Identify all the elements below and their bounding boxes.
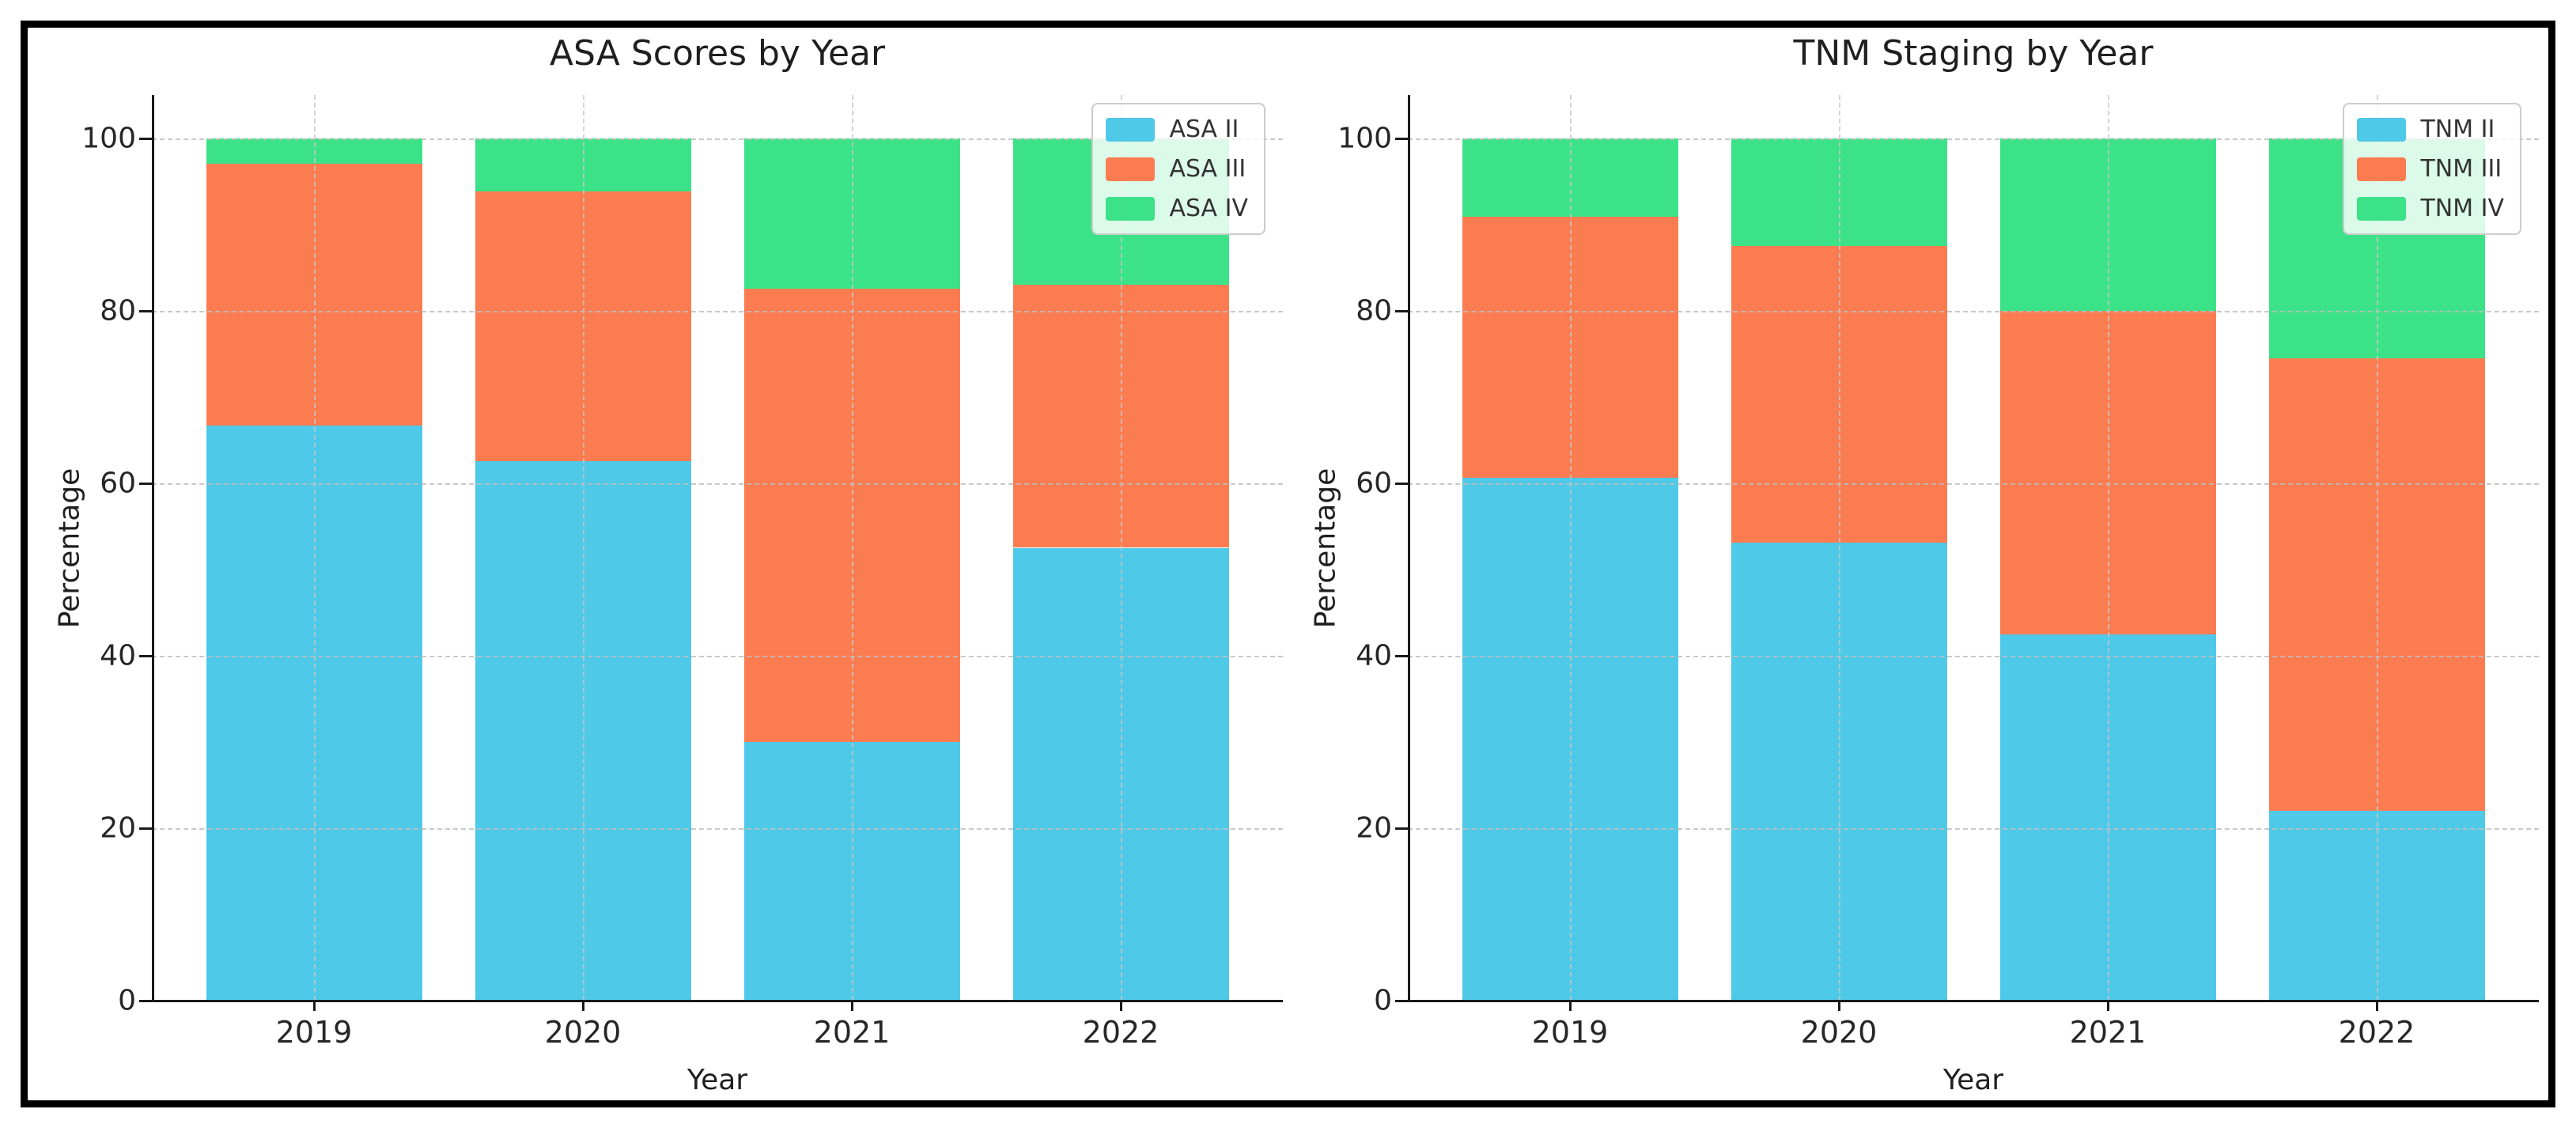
x-tick-label: 2022	[1082, 1015, 1159, 1050]
chart-title: TNM Staging by Year	[1793, 33, 2154, 74]
v-gridline	[2377, 95, 2378, 1001]
y-axis-spine	[1408, 95, 1410, 1002]
chart-title: ASA Scores by Year	[549, 33, 886, 74]
x-tick-mark	[1120, 1001, 1122, 1011]
y-tick-label: 40	[100, 639, 136, 672]
legend-label: ASA III	[1169, 155, 1246, 183]
h-gridline	[152, 138, 1283, 140]
v-gridline	[2108, 95, 2109, 1001]
x-tick-mark	[2376, 1001, 2378, 1011]
legend-label: TNM IV	[2420, 195, 2504, 222]
y-tick-mark	[139, 827, 152, 830]
y-tick-label: 20	[1356, 812, 1392, 845]
x-tick-mark	[2107, 1001, 2109, 1011]
h-gridline	[1408, 310, 2539, 312]
y-tick-label: 40	[1356, 639, 1392, 672]
green-swatch-icon	[1106, 196, 1156, 221]
y-tick-label: 0	[1374, 984, 1392, 1017]
legend-item: ASA IV	[1106, 195, 1248, 222]
x-tick-label: 2020	[1800, 1015, 1878, 1050]
green-swatch-icon	[2357, 196, 2407, 221]
x-tick-mark	[851, 1001, 853, 1011]
legend-label: TNM III	[2420, 155, 2502, 183]
legend-item: ASA III	[1106, 155, 1248, 183]
y-tick-label: 80	[1356, 294, 1392, 327]
blue-swatch-icon	[1106, 117, 1156, 142]
h-gridline	[1408, 138, 2539, 140]
x-tick-label: 2022	[2338, 1015, 2415, 1050]
y-tick-label: 0	[118, 984, 136, 1017]
legend-label: ASA II	[1169, 115, 1239, 143]
y-tick-mark	[1395, 1000, 1408, 1002]
x-tick-mark	[313, 1001, 316, 1011]
x-axis-label: Year	[1942, 1064, 2004, 1096]
y-tick-mark	[139, 137, 152, 140]
y-tick-mark	[139, 654, 152, 657]
y-tick-mark	[1395, 827, 1408, 830]
h-gridline	[152, 310, 1283, 312]
x-tick-mark	[1838, 1001, 1840, 1011]
x-tick-mark	[1569, 1001, 1572, 1011]
x-tick-label: 2020	[544, 1015, 622, 1050]
y-tick-label: 60	[1356, 467, 1392, 500]
y-tick-mark	[139, 1000, 152, 1002]
y-tick-label: 80	[100, 294, 136, 327]
x-tick-mark	[582, 1001, 584, 1011]
h-gridline	[152, 655, 1283, 657]
h-gridline	[1408, 655, 2539, 657]
legend-item: TNM III	[2357, 155, 2504, 183]
y-tick-mark	[139, 309, 152, 312]
y-tick-label: 60	[100, 467, 136, 500]
blue-swatch-icon	[2357, 117, 2407, 142]
y-tick-mark	[139, 482, 152, 485]
y-tick-mark	[1395, 137, 1408, 140]
x-tick-label: 2019	[275, 1015, 353, 1050]
h-gridline	[1408, 483, 2539, 485]
h-gridline	[1408, 827, 2539, 830]
x-tick-label: 2021	[813, 1015, 891, 1050]
plot-area: ASA II ASA III ASA IV	[152, 95, 1283, 1001]
legend-label: ASA IV	[1169, 195, 1248, 222]
v-gridline	[314, 95, 316, 1001]
plot-area: TNM II TNM III TNM IV	[1408, 95, 2539, 1001]
legend-item: TNM II	[2357, 115, 2504, 143]
x-tick-label: 2021	[2069, 1015, 2147, 1050]
legend-label: TNM II	[2420, 115, 2495, 143]
h-gridline	[152, 483, 1283, 485]
x-axis-spine	[152, 1000, 1283, 1002]
y-tick-label: 20	[100, 812, 136, 845]
v-gridline	[852, 95, 853, 1001]
x-tick-label: 2019	[1531, 1015, 1609, 1050]
v-gridline	[1570, 95, 1572, 1001]
y-tick-mark	[1395, 482, 1408, 485]
v-gridline	[1121, 95, 1122, 1001]
y-tick-label: 100	[81, 122, 136, 155]
y-tick-label: 100	[1337, 122, 1392, 155]
y-axis-spine	[152, 95, 154, 1002]
legend-item: ASA II	[1106, 115, 1248, 143]
y-tick-mark	[1395, 654, 1408, 657]
legend: TNM II TNM III TNM IV	[2343, 103, 2521, 235]
orange-swatch-icon	[1106, 157, 1156, 181]
y-tick-mark	[1395, 309, 1408, 312]
legend: ASA II ASA III ASA IV	[1091, 103, 1265, 235]
v-gridline	[1839, 95, 1840, 1001]
v-gridline	[583, 95, 584, 1001]
x-axis-spine	[1408, 1000, 2539, 1002]
h-gridline	[152, 827, 1283, 830]
orange-swatch-icon	[2357, 157, 2407, 181]
legend-item: TNM IV	[2357, 195, 2504, 222]
x-axis-label: Year	[687, 1064, 748, 1096]
